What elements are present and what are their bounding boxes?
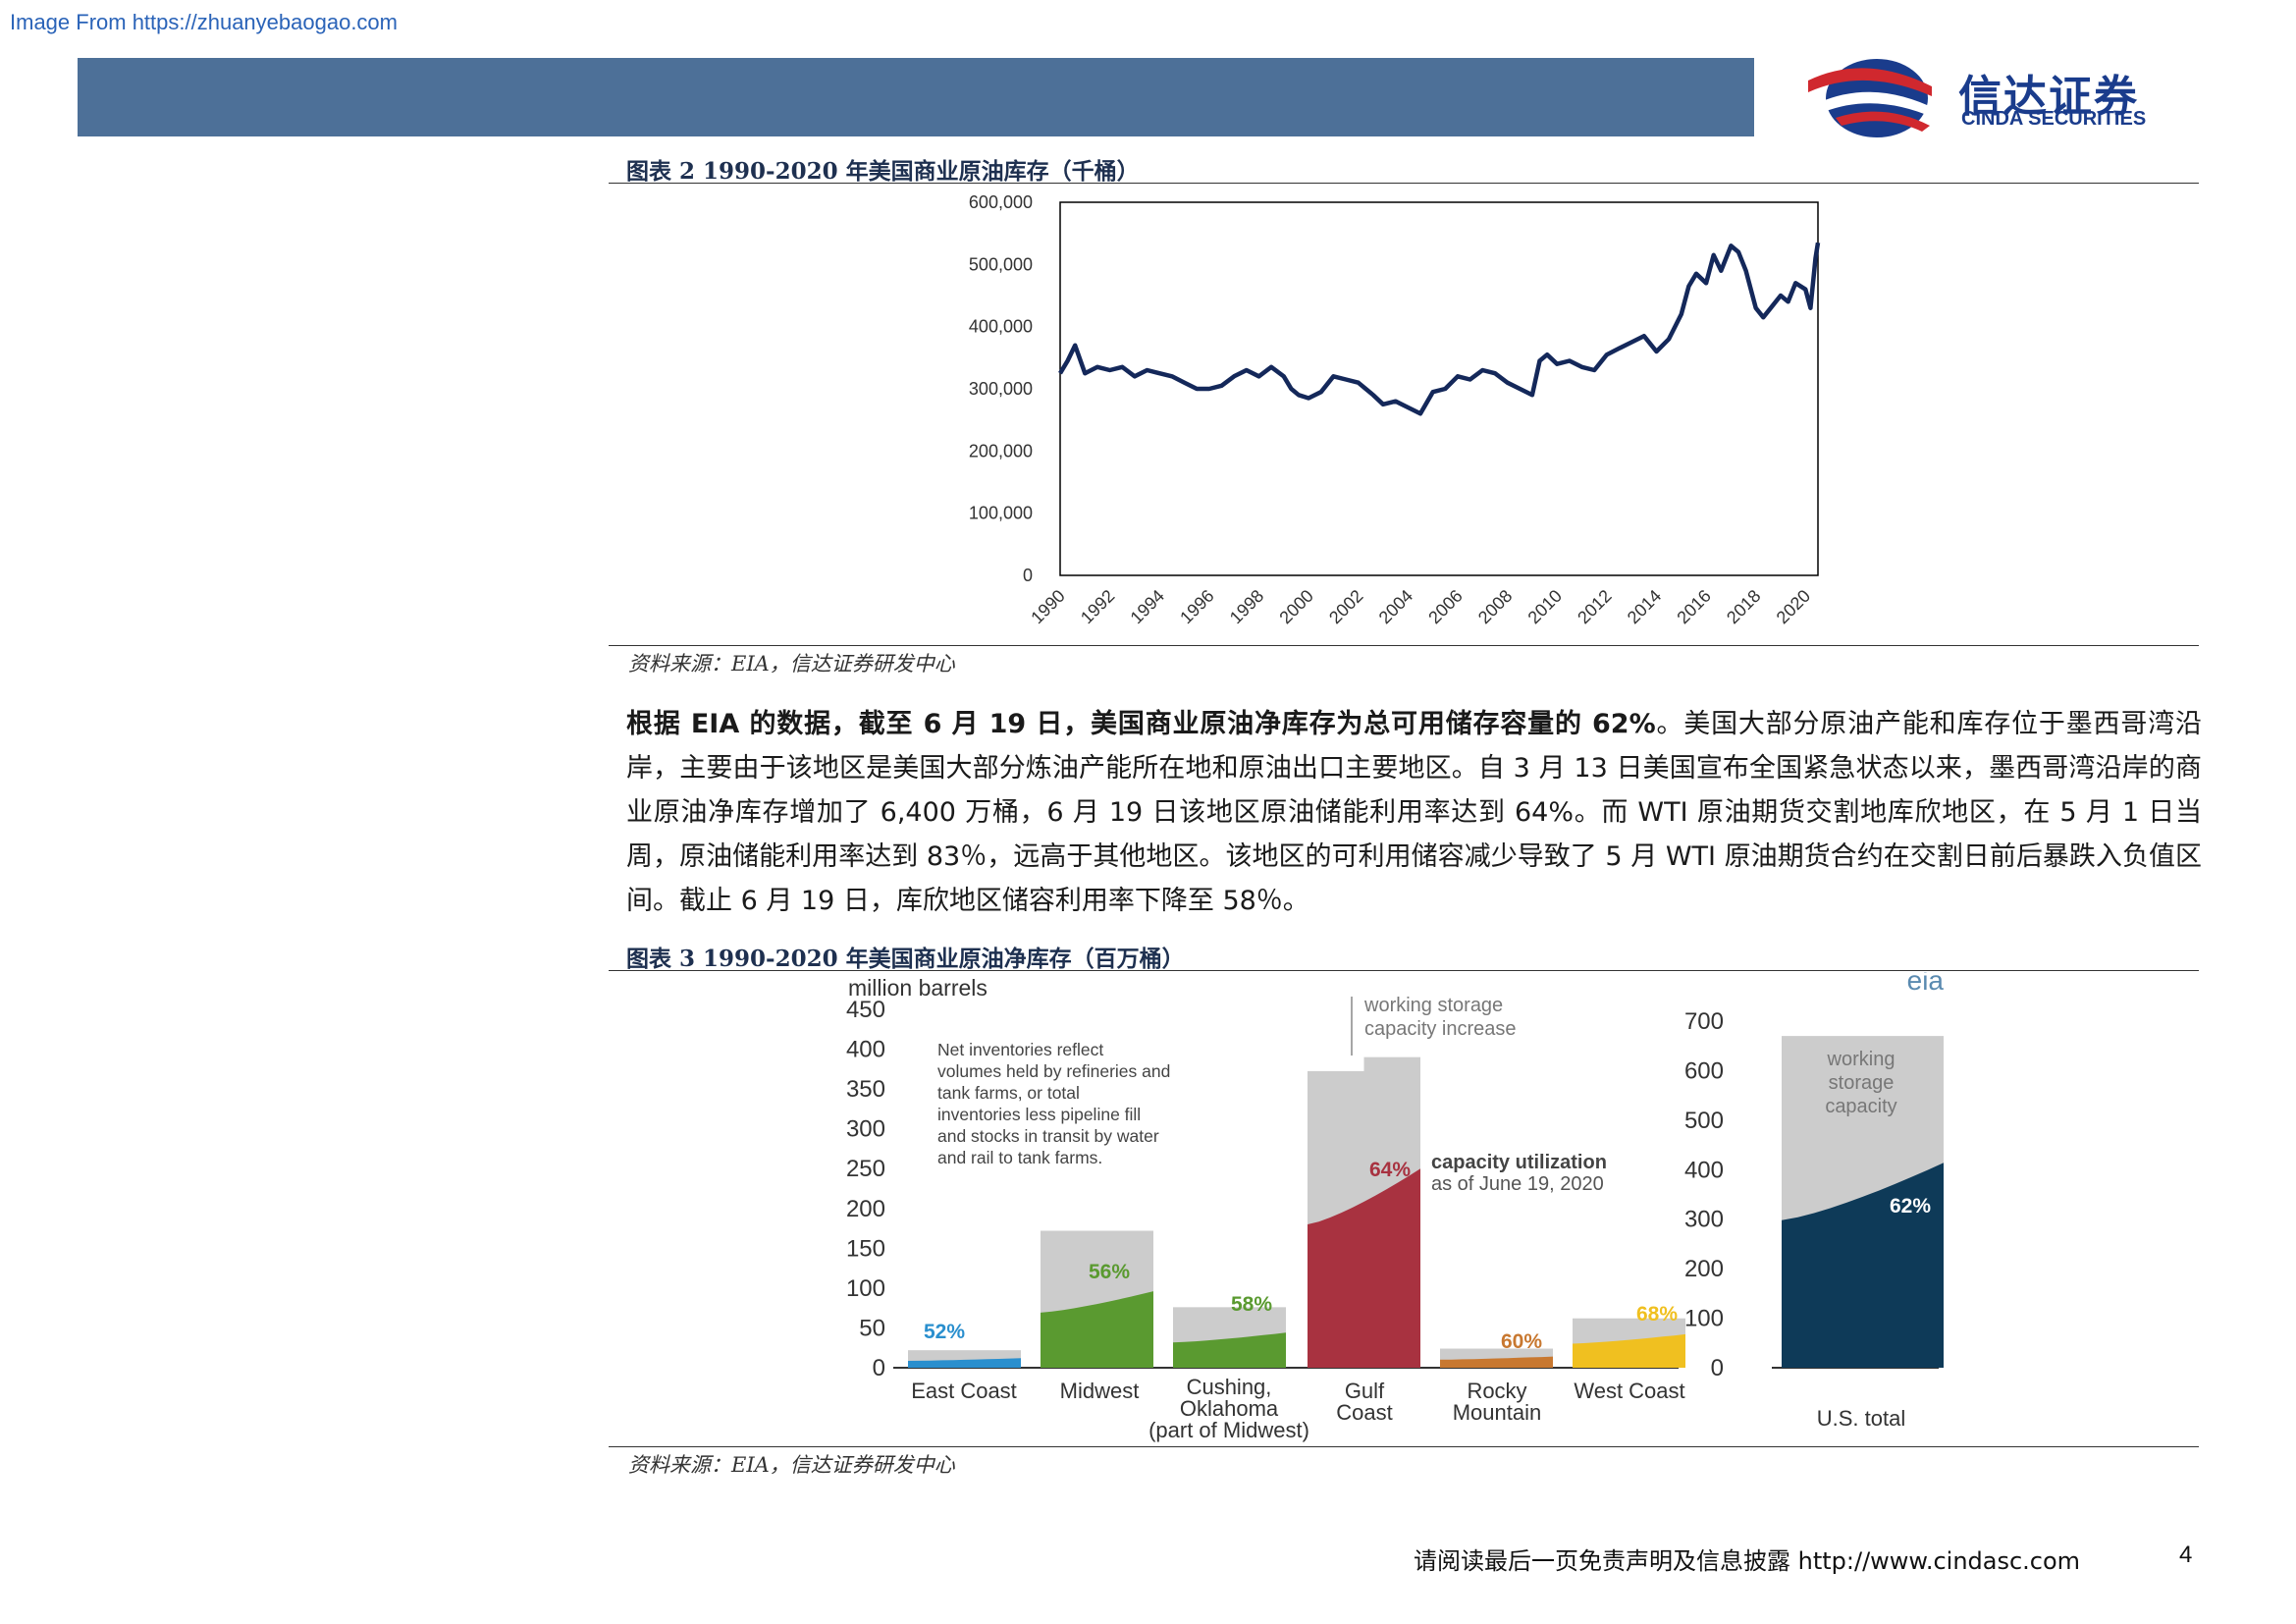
paragraph-bold-lead: 根据 EIA 的数据，截至 6 月 19 日，美国商业原油净库存为总可用储存容量…	[626, 709, 1656, 739]
chart2-region-label: Mountain	[1453, 1400, 1542, 1425]
chart1-xtick-label: 1996	[1176, 586, 1217, 627]
chart1-xtick-label: 1994	[1127, 586, 1168, 627]
chart2-inventory-area	[1308, 1168, 1420, 1368]
chart1-xtick-label: 2000	[1275, 586, 1316, 627]
chart2-storage-annotation: working storage capacity increase	[1363, 995, 1517, 1040]
chart1-plot-frame	[1059, 201, 1819, 576]
chart2-note: Net inventories reflect volumes held by r…	[937, 1040, 1170, 1167]
chart2-ylabel: million barrels	[848, 975, 988, 1001]
chart2-right-tick-label: 600	[1684, 1057, 1724, 1084]
chart2-left-tick-label: 100	[846, 1275, 885, 1302]
watermark-text: Image From https://zhuanyebaogao.com	[10, 10, 398, 34]
footer-disclaimer: 请阅读最后一页免责声明及信息披露 http://www.cindasc.com	[1414, 1547, 2081, 1575]
chart1-ytick-label: 200,000	[969, 441, 1033, 460]
eia-logo: eia	[1907, 972, 1945, 996]
chart2-inventory-area	[908, 1358, 1021, 1368]
chart2-utilization-label: 56%	[1089, 1261, 1130, 1283]
figure3-source: 资料来源：EIA，信达证券研发中心	[628, 1453, 955, 1477]
chart1-series-line	[1058, 242, 1821, 416]
chart2-right-tick-label: 200	[1684, 1256, 1724, 1282]
chart1-xtick-label: 1990	[1027, 586, 1068, 627]
chart1-xtick-label: 2012	[1574, 586, 1615, 627]
chart1-ytick-label: 0	[1023, 566, 1033, 585]
chart1-xtick-label: 2016	[1673, 586, 1714, 627]
chart2-total-capacity-label: working storage capacity	[1825, 1049, 1896, 1117]
chart2-util-date: as of June 19, 2020	[1431, 1173, 1604, 1195]
chart1-xtick-label: 2020	[1773, 586, 1814, 627]
body-paragraph: 根据 EIA 的数据，截至 6 月 19 日，美国商业原油净库存为总可用储存容量…	[626, 702, 2202, 923]
chart2-right-tick-label: 300	[1684, 1207, 1724, 1233]
chart2-inventory-area	[1440, 1356, 1553, 1368]
chart1-xtick-label: 2004	[1375, 586, 1416, 627]
chart1-xtick-label: 1992	[1077, 586, 1118, 627]
chart2-region-label: Gulf	[1345, 1379, 1385, 1403]
chart2-inventory-area	[1573, 1333, 1685, 1368]
brand-emblem-icon	[1808, 59, 1938, 137]
chart2-right-tick-label: 500	[1684, 1108, 1724, 1134]
chart2-left-tick-label: 200	[846, 1196, 885, 1222]
chart2-utilization-label: 60%	[1501, 1330, 1542, 1353]
chart2-right-tick-label: 700	[1684, 1008, 1724, 1035]
chart1-xtick-label: 2010	[1524, 586, 1566, 627]
chart1-xtick-label: 2008	[1474, 586, 1516, 627]
chart2-left-tick-label: 0	[873, 1355, 885, 1381]
regional-storage-bar-chart: million barrels 450 400 350 300 250 200 150 100…	[846, 972, 1945, 1442]
page-number: 4	[2179, 1542, 2193, 1568]
figure2-top-rule	[609, 183, 2199, 184]
chart1-ytick-label: 500,000	[969, 254, 1033, 274]
chart2-region-label: U.S. total	[1817, 1406, 1905, 1431]
chart2-util-title: capacity utilization	[1431, 1152, 1607, 1173]
chart1-xtick-label: 2018	[1723, 586, 1764, 627]
chart2-left-tick-label: 250	[846, 1156, 885, 1182]
chart2-left-tick-label: 50	[859, 1315, 885, 1341]
chart2-utilization-label: 64%	[1369, 1159, 1411, 1181]
figure3-title: 图表 3 1990-2020 年美国商业原油净库存（百万桶）	[626, 946, 1185, 972]
chart2-utilization-label: 52%	[924, 1321, 965, 1343]
figure3-bottom-rule	[609, 1446, 2199, 1447]
crude-inventory-line-chart: 600,000 500,000 400,000 300,000 200,000 100,0…	[969, 192, 1821, 627]
figure2-source: 资料来源：EIA，信达证券研发中心	[628, 652, 955, 676]
chart2-left-tick-label: 350	[846, 1076, 885, 1103]
chart2-region-label: Cushing,	[1187, 1375, 1272, 1399]
chart2-inventory-area	[1041, 1291, 1153, 1368]
chart2-region-label: Midwest	[1060, 1379, 1140, 1403]
chart2-left-tick-label: 450	[846, 997, 885, 1023]
chart1-ytick-label: 600,000	[969, 192, 1033, 212]
chart2-region-label: West Coast	[1574, 1379, 1684, 1403]
chart2-region-label: Coast	[1336, 1400, 1392, 1425]
figure3-top-rule	[609, 970, 2199, 971]
chart1-xtick-label: 2006	[1424, 586, 1466, 627]
chart2-region-label: Oklahoma	[1180, 1396, 1279, 1421]
chart2-right-tick-label: 400	[1684, 1157, 1724, 1183]
header-bar	[78, 58, 1754, 136]
chart2-region-label: (part of Midwest)	[1148, 1418, 1309, 1442]
chart2-region-label: Rocky	[1467, 1379, 1526, 1403]
chart1-ytick-label: 100,000	[969, 504, 1033, 523]
chart2-region-label: East Coast	[911, 1379, 1017, 1403]
chart2-inventory-area	[1173, 1332, 1286, 1368]
chart1-xtick-label: 2014	[1624, 586, 1665, 627]
chart1-ytick-label: 400,000	[969, 317, 1033, 337]
brand-name-en: CINDA SECURITIES	[1961, 108, 2147, 130]
chart2-right-tick-label: 0	[1711, 1355, 1724, 1381]
chart2-inventory-area	[1782, 1163, 1944, 1368]
chart1-xtick-label: 2002	[1325, 586, 1366, 627]
chart2-left-tick-label: 150	[846, 1235, 885, 1262]
brand-name-cn: 信达证券	[1958, 72, 2139, 122]
chart1-ytick-label: 300,000	[969, 379, 1033, 399]
chart2-utilization-label: 68%	[1636, 1303, 1678, 1326]
chart2-utilization-label: 58%	[1231, 1293, 1272, 1316]
chart1-xtick-label: 1998	[1226, 586, 1267, 627]
chart2-utilization-label: 62%	[1890, 1195, 1931, 1218]
chart2-right-tick-label: 100	[1684, 1306, 1724, 1332]
chart2-left-tick-label: 300	[846, 1116, 885, 1143]
chart2-left-tick-label: 400	[846, 1037, 885, 1063]
figure2-title: 图表 2 1990-2020 年美国商业原油库存（千桶）	[626, 158, 1140, 185]
figure2-bottom-rule	[609, 645, 2199, 646]
paragraph-rest: 。美国大部分原油产能和库存位于墨西哥湾沿岸，主要由于该地区是美国大部分炼油产能所…	[626, 709, 2203, 916]
brand-logo: 信达证券 CINDA SECURITIES	[1806, 53, 2199, 141]
